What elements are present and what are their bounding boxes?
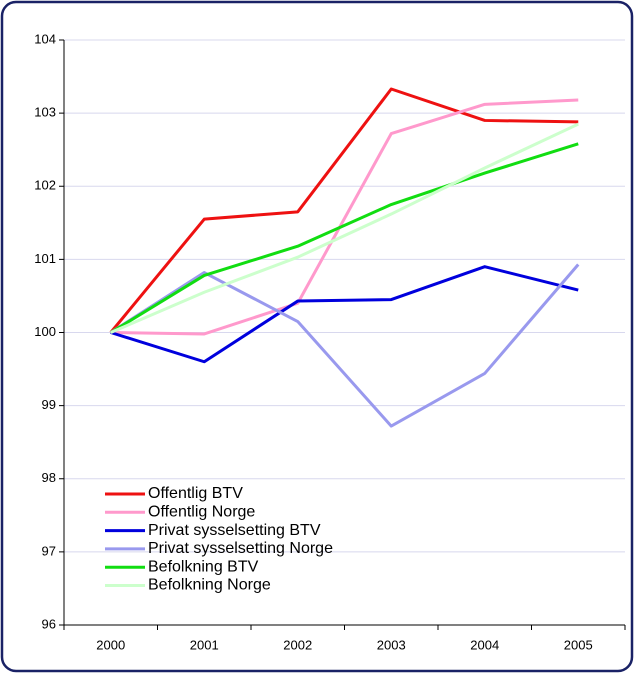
y-tick-label: 101 [34, 251, 56, 266]
x-tick-label: 2004 [470, 637, 499, 652]
legend-label: Befolkning Norge [148, 577, 271, 594]
legend-label: Offentlig Norge [148, 504, 255, 521]
series-line [110, 98, 579, 336]
y-tick-label: 104 [34, 31, 56, 46]
legend-label: Privat sysselsetting Norge [148, 540, 333, 557]
y-tick-label: 103 [34, 105, 56, 120]
y-tick-label: 96 [42, 616, 56, 631]
series-line [109, 87, 579, 334]
y-tick-label: 98 [42, 470, 56, 485]
series-line [110, 265, 579, 364]
series-line [109, 142, 579, 334]
x-tick-label: 2005 [564, 637, 593, 652]
x-tick-label: 2003 [377, 637, 406, 652]
y-tick-label: 99 [42, 397, 56, 412]
y-tick-label: 102 [34, 178, 56, 193]
x-tick-label: 2000 [96, 637, 125, 652]
series-line [109, 263, 580, 428]
legend-label: Privat sysselsetting BTV [148, 522, 321, 539]
legend-label: Offentlig BTV [148, 485, 243, 502]
y-tick-label: 100 [34, 324, 56, 339]
x-tick-label: 2001 [190, 637, 219, 652]
y-tick-label: 97 [42, 543, 56, 558]
x-tick-label: 2002 [283, 637, 312, 652]
legend-label: Befolkning BTV [148, 558, 259, 575]
series-line [110, 122, 579, 334]
